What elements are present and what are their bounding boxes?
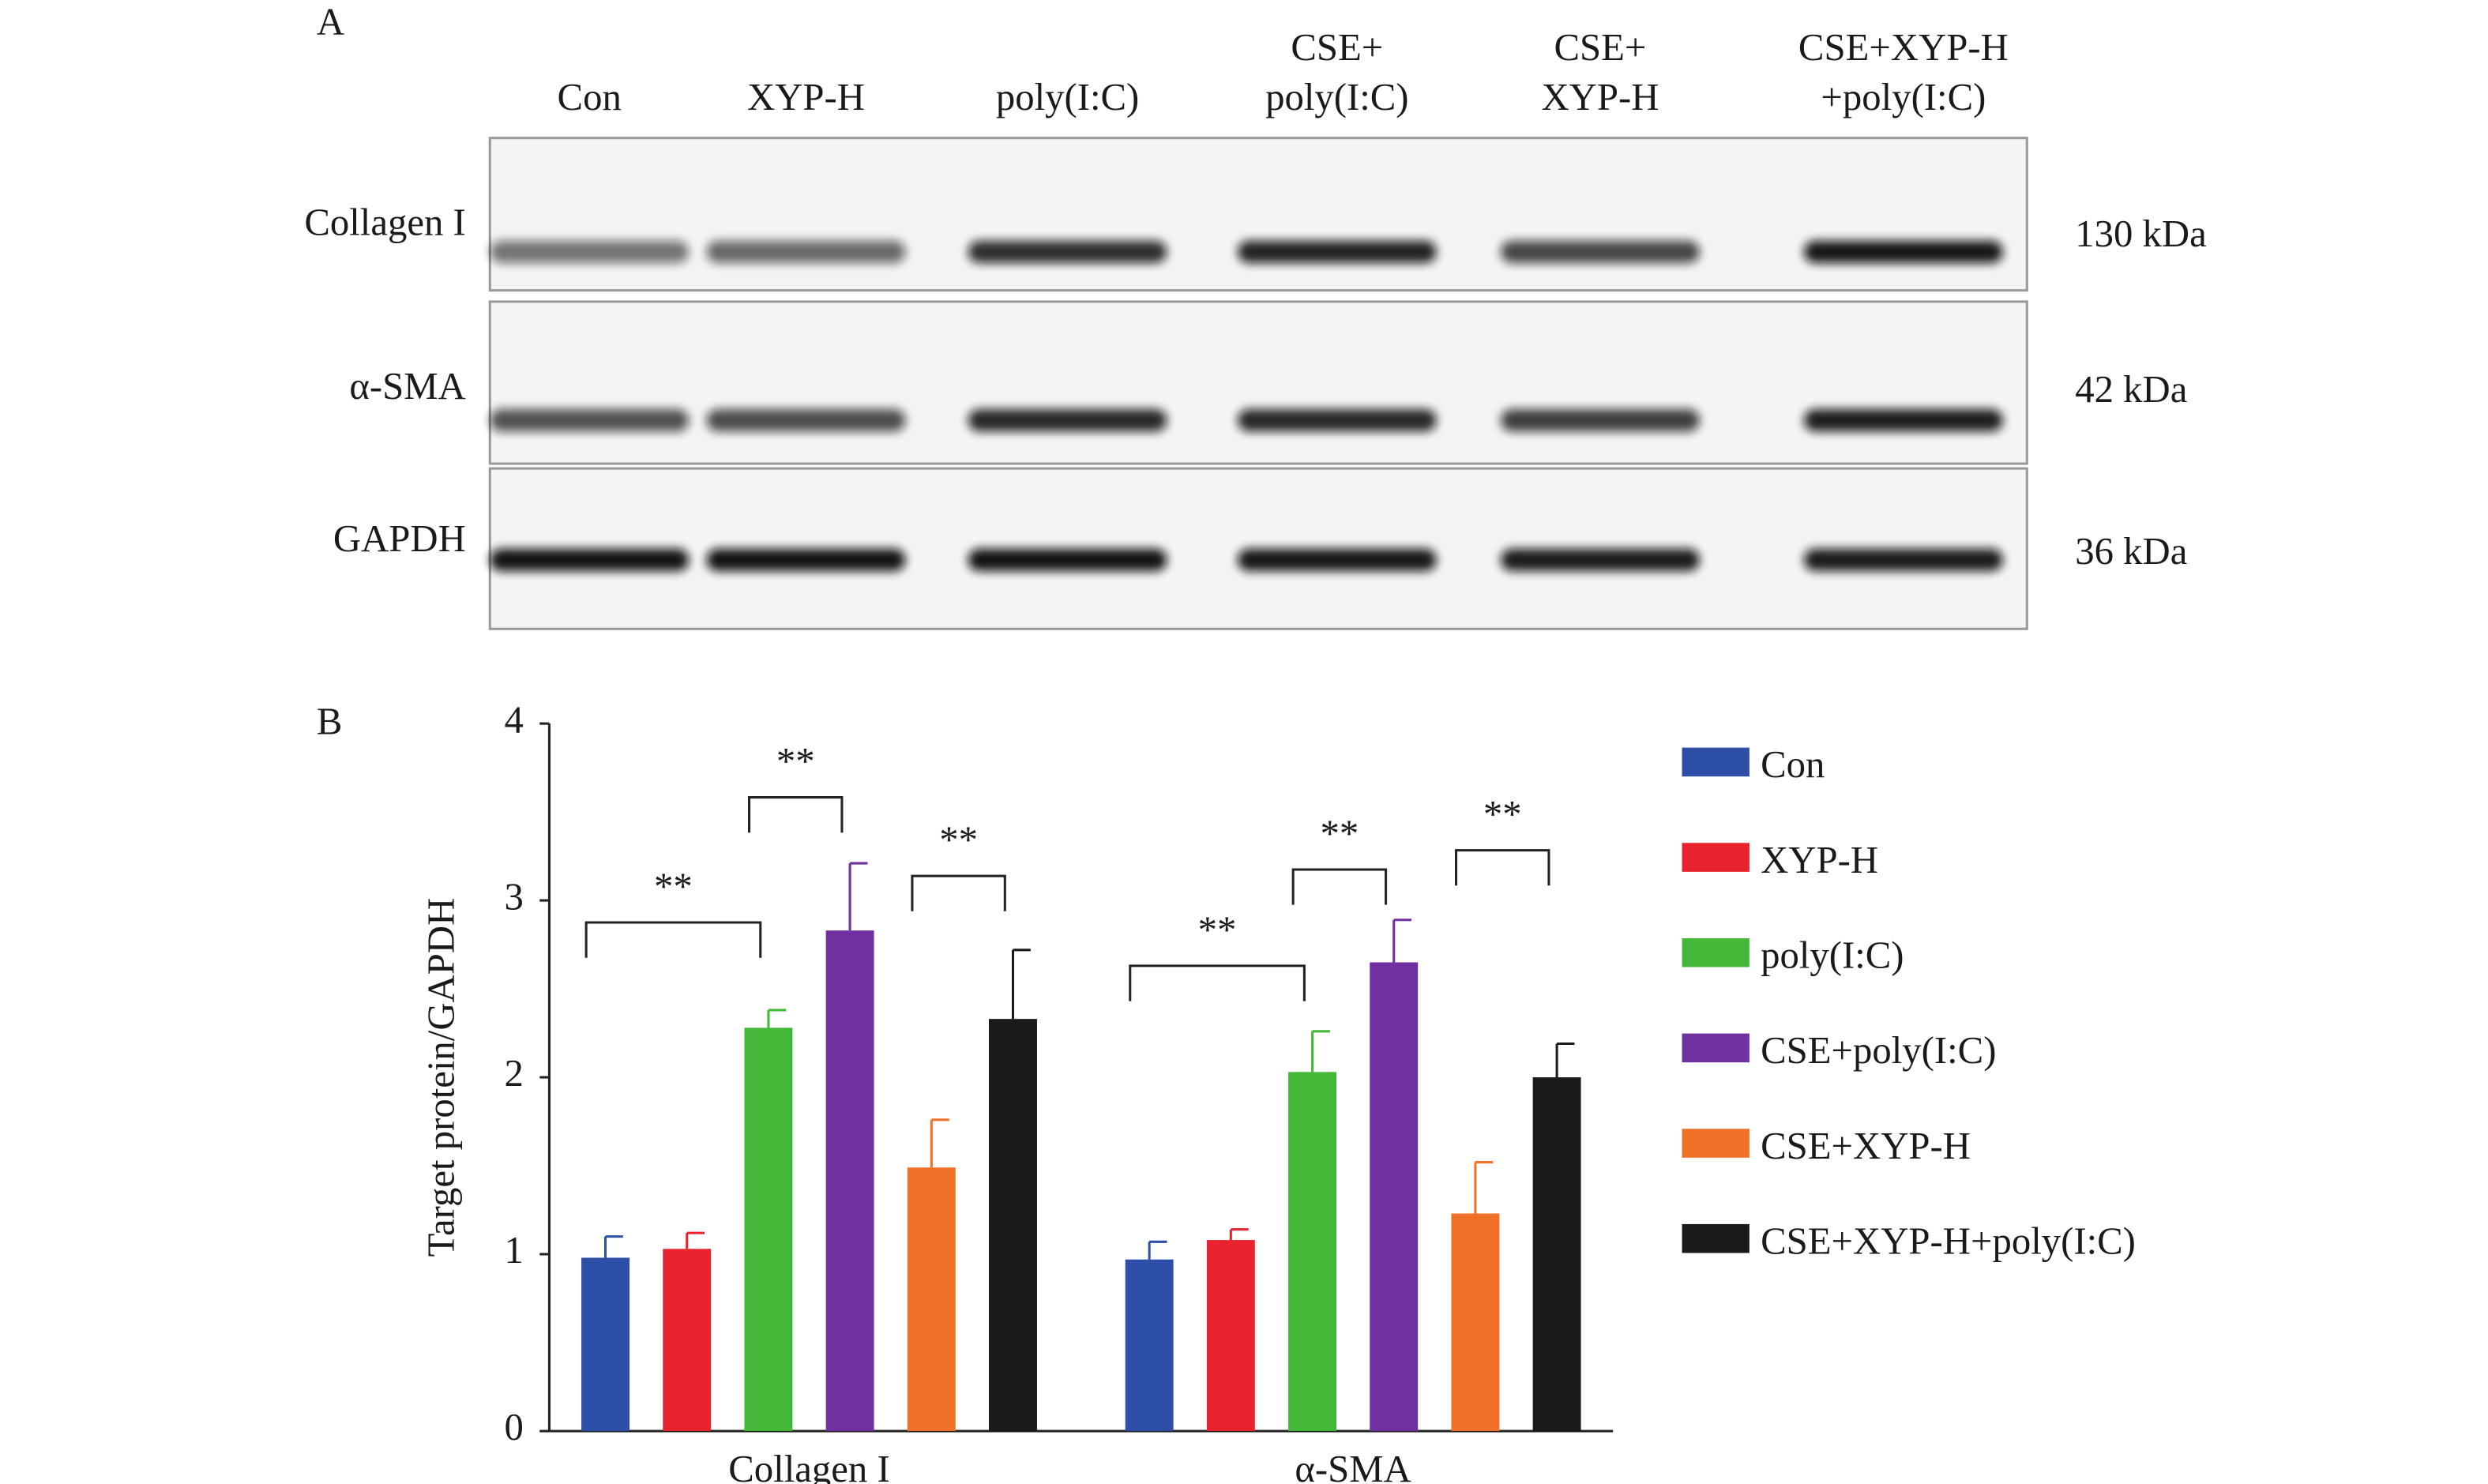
error-bar [848, 862, 868, 931]
lane-label: CSE+ [1554, 26, 1647, 69]
y-tick-label: 1 [505, 1229, 524, 1272]
legend-label: Con [1761, 743, 1825, 786]
bar [1125, 1259, 1174, 1431]
blot-band [1501, 240, 1700, 264]
lane-label: Con [558, 76, 622, 118]
row-label: GAPDH [333, 517, 466, 560]
y-axis-label: Target protein/GAPDH [420, 898, 463, 1257]
blot-membrane [488, 137, 2028, 292]
lane-label: XYP-H [1541, 76, 1659, 118]
lane-label: CSE+ [1291, 26, 1383, 69]
error-bar [1555, 1042, 1575, 1078]
blot-band [1803, 548, 2003, 572]
error-bar [1311, 1030, 1330, 1073]
x-tick-label: α-SMA [1295, 1448, 1411, 1484]
significance-label: ** [1483, 793, 1522, 836]
legend-label: XYP-H [1761, 839, 1878, 881]
bar [1532, 1077, 1581, 1431]
y-tick-label: 4 [505, 698, 524, 741]
error-bar [1392, 919, 1412, 963]
error-bar [1148, 1240, 1167, 1260]
legend-label: CSE+XYP-H+poly(I:C) [1761, 1220, 2136, 1263]
blot-band [490, 240, 690, 264]
blot-band [968, 240, 1167, 264]
error-bar [1229, 1228, 1249, 1241]
significance-bracket [1291, 868, 1388, 905]
row-label: α-SMA [349, 365, 465, 408]
significance-label: ** [1198, 908, 1237, 951]
panel-label: A [317, 1, 344, 43]
blot-band [1803, 408, 2003, 432]
blot-membrane [488, 300, 2028, 465]
lane-label: poly(I:C) [1265, 76, 1408, 118]
significance-label: ** [1320, 813, 1359, 855]
legend-swatch [1682, 843, 1749, 872]
significance-bracket [584, 921, 762, 958]
error-bar [1474, 1161, 1494, 1214]
error-bar [767, 1009, 787, 1028]
y-tick-label: 0 [505, 1406, 524, 1448]
significance-bracket [1455, 849, 1550, 886]
x-tick-label: Collagen I [728, 1448, 889, 1484]
blot-band [1237, 408, 1437, 432]
legend-swatch [1682, 747, 1749, 777]
significance-label: ** [654, 866, 693, 908]
blot-band [1501, 408, 1700, 432]
significance-bracket [748, 796, 844, 833]
size-label: 36 kDa [2075, 530, 2187, 573]
lane-label: CSE+XYP-H [1798, 26, 2009, 69]
blot-band [706, 240, 906, 264]
bar [663, 1249, 712, 1431]
significance-label: ** [939, 819, 978, 862]
blot-band [706, 408, 906, 432]
y-tick-label: 3 [505, 875, 524, 918]
significance-bracket [1129, 964, 1306, 1001]
error-bar [686, 1231, 705, 1249]
significance-label: ** [776, 740, 815, 783]
significance-bracket [911, 874, 1006, 911]
size-label: 130 kDa [2075, 212, 2207, 255]
bar [1451, 1213, 1500, 1431]
legend-label: CSE+poly(I:C) [1761, 1029, 1996, 1072]
legend-swatch [1682, 1223, 1749, 1253]
blot-band [490, 548, 690, 572]
blot-band [1237, 240, 1437, 264]
legend-label: CSE+XYP-H [1761, 1125, 1971, 1167]
legend-swatch [1682, 1033, 1749, 1063]
bar [581, 1257, 630, 1431]
blot-band [1803, 240, 2003, 264]
legend-swatch [1682, 937, 1749, 967]
bar [989, 1019, 1037, 1431]
lane-label: +poly(I:C) [1821, 76, 1986, 118]
blot-band [706, 548, 906, 572]
bar [1288, 1072, 1337, 1431]
panel-label: B [317, 700, 343, 742]
blot-band [1237, 548, 1437, 572]
size-label: 42 kDa [2075, 368, 2187, 411]
blot-band [968, 548, 1167, 572]
bar [1370, 962, 1419, 1431]
error-bar [930, 1118, 949, 1168]
blot-band [1501, 548, 1700, 572]
lane-label: poly(I:C) [996, 76, 1139, 118]
legend-swatch [1682, 1129, 1749, 1158]
error-bar [603, 1235, 623, 1258]
y-tick-label: 2 [505, 1052, 524, 1095]
bar [907, 1167, 956, 1431]
row-label: Collagen I [304, 201, 465, 244]
legend-label: poly(I:C) [1761, 934, 1904, 977]
bar [744, 1028, 793, 1431]
blot-band [968, 408, 1167, 432]
lane-label: XYP-H [747, 76, 865, 118]
bar [825, 930, 874, 1431]
bar [1206, 1240, 1255, 1431]
blot-band [490, 408, 690, 432]
error-bar [1011, 949, 1031, 1020]
